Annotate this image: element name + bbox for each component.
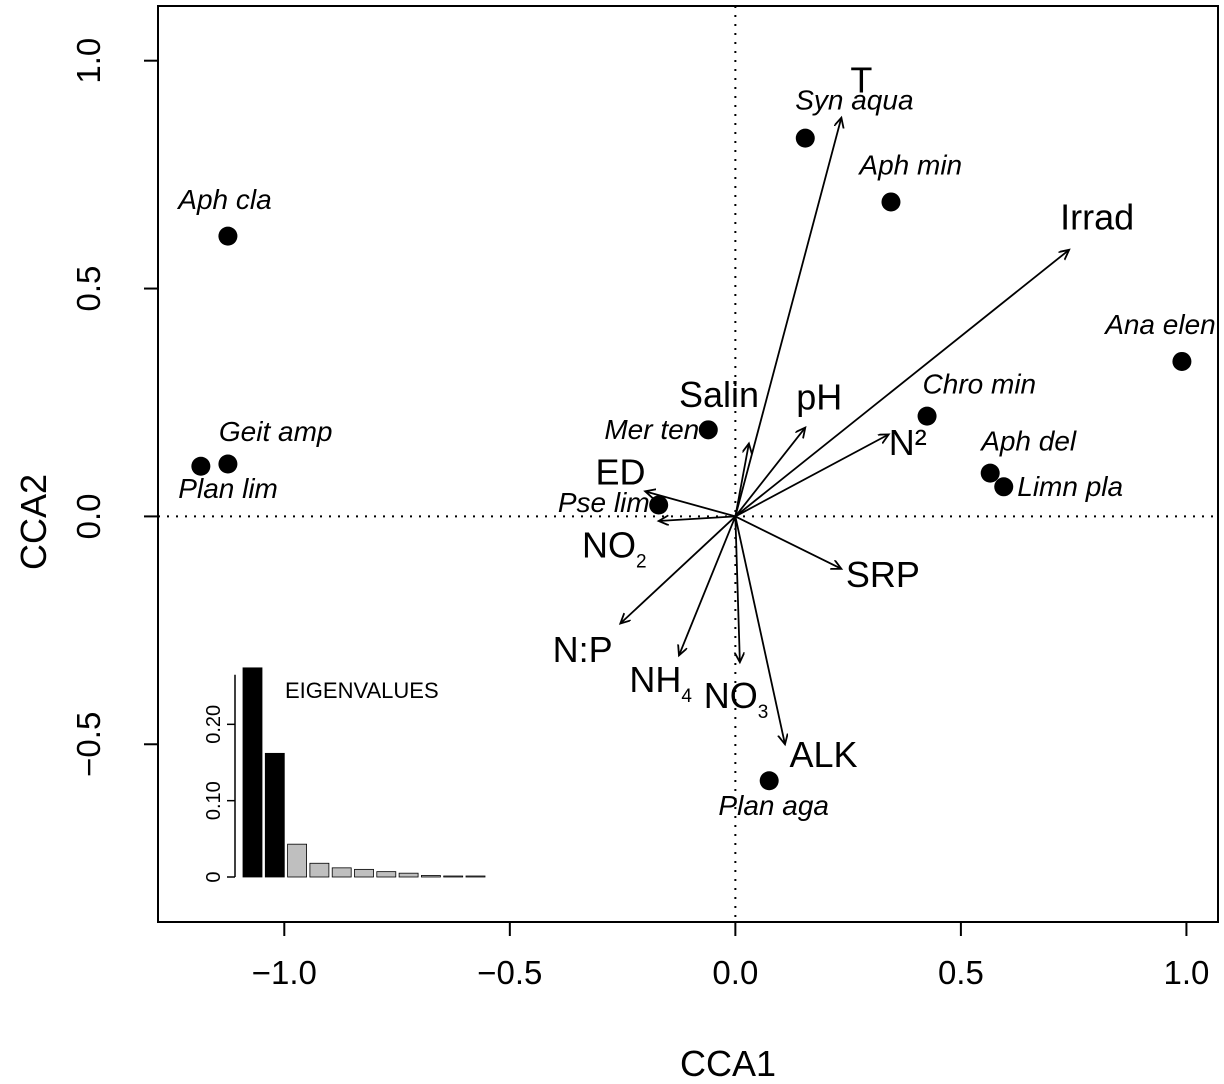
env-vector-arrow [735,434,888,516]
species-label: Plan aga [718,790,829,821]
species-label: Mer ten [604,414,699,445]
env-vector-arrow [679,516,735,655]
env-vector-label: pH [796,376,842,417]
eigenvalue-inset: 0 0.10 0.20 EIGENVALUES [203,668,485,883]
env-vector-name: pH [796,376,842,417]
eigenvalue-bar [265,753,284,877]
env-vector-name: ALK [789,734,857,775]
env-vector-subscript: 4 [681,686,692,707]
env-vector-name: NO [582,524,636,565]
x-tick-label: −1.0 [252,954,317,991]
species-point [649,496,668,515]
inset-y-tick-label: 0.20 [203,705,225,744]
species-point [218,455,237,474]
species-point [218,227,237,246]
y-tick-label: 1.0 [70,38,107,84]
env-vector-name: N² [889,422,927,463]
eigenvalue-bar [444,876,463,877]
env-vector-name: N:P [553,629,613,670]
y-tick-label: 0.5 [70,266,107,312]
env-vector-label: N² [889,422,927,463]
inset-y-tick-label: 0 [203,871,225,882]
species-point [918,407,937,426]
species-point [981,464,1000,483]
eigenvalue-bar [243,668,262,877]
env-vector-name: NO [704,675,758,716]
env-vector-arrow [735,516,740,662]
species-label: Pse lim [558,487,650,518]
species-point [796,129,815,148]
x-tick-label: −0.5 [477,954,542,991]
env-vector-arrow [735,516,841,568]
env-vector-name: NH [629,659,681,700]
species-point [994,477,1013,496]
x-tick-label: 1.0 [1163,954,1209,991]
env-vector-name: Irrad [1060,196,1134,237]
env-vector-label: N:P [553,629,613,670]
x-tick-label: 0.0 [712,954,758,991]
species-points: Syn aqua Aph min Aph cla Ana elen Chro min Me… [176,84,1215,820]
species-label: Aph cla [176,184,271,215]
plot-frame [158,6,1218,922]
eigenvalue-bar [288,844,307,877]
eigenvalues-label: EIGENVALUES [285,678,439,703]
species-label: Geit amp [219,416,333,447]
y-tick-label: 0.0 [70,493,107,539]
eigenvalue-bar [332,868,351,877]
env-vector-arrow [735,443,749,516]
reference-lines [158,6,1218,922]
species-label: Ana elen [1103,309,1216,340]
species-label: Chro min [923,368,1037,399]
species-point [760,771,779,790]
eigenvalue-bar [421,875,440,877]
eigenvalue-bar [377,872,396,877]
eigenvalue-bar [355,869,374,877]
species-label: Limn pla [1017,471,1123,502]
x-tick-label: 0.5 [938,954,984,991]
env-vector-name: SRP [846,554,920,595]
env-vector-name: Salin [679,374,759,415]
env-vector-label: SRP [846,554,920,595]
y-tick-label: −0.5 [70,712,107,777]
eigenvalue-bar [310,863,329,877]
eigenvalue-bar [399,873,418,877]
species-point [699,420,718,439]
species-label: Plan lim [178,473,278,504]
env-vector-subscript: 3 [758,702,769,723]
species-point [881,192,900,211]
species-label: Aph del [979,425,1077,456]
species-point [1172,352,1191,371]
env-vector-arrow [659,516,736,521]
env-vector-arrow [735,118,841,517]
env-vector-subscript: 2 [636,551,647,572]
species-label: Syn aqua [795,84,913,115]
env-vector-label: NO2 [582,524,647,572]
env-vector-label: NH4 [629,659,692,707]
env-vector-arrow [735,428,805,517]
species-label: Aph min [857,150,962,181]
y-axis-title: CCA2 [13,474,54,570]
env-vector-label: Irrad [1060,196,1134,237]
env-vector-label: Salin [679,374,759,415]
x-axis-title: CCA1 [680,1043,776,1084]
env-vector-label: NO3 [704,675,769,723]
env-vector-label: ALK [789,734,857,775]
eigenvalue-bar [466,876,485,877]
inset-y-tick-label: 0.10 [203,781,225,820]
